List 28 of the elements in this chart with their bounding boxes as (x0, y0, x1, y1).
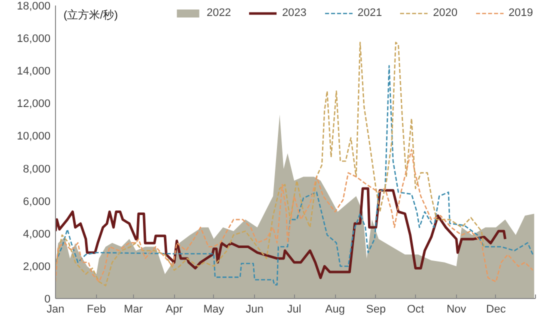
legend-label: 2020 (433, 7, 458, 19)
legend-label: 2022 (206, 7, 232, 19)
x-tick-label: Feb (86, 304, 106, 316)
x-tick-label: Oct (406, 304, 424, 316)
x-tick-label: Aug (325, 304, 345, 316)
y-tick-label: 2,000 (22, 260, 51, 273)
x-tick-label: Mar (124, 304, 144, 316)
y-tick-label: 6,000 (22, 196, 51, 208)
x-tick-label: Nov (446, 304, 467, 316)
x-tick-label: Jan (46, 304, 64, 316)
y-tick-label: 12,000 (16, 98, 51, 110)
y-axis-title: (立方米/秒) (64, 8, 118, 22)
x-tick-label: Sep (366, 304, 386, 316)
y-tick-label: 10,000 (16, 130, 51, 143)
legend-label: 2019 (508, 7, 533, 19)
x-tick-label: Apr (166, 304, 184, 316)
y-tick-label: 8,000 (22, 163, 51, 176)
x-tick-label: Jun (246, 304, 264, 316)
y-tick-label: 18,000 (16, 0, 51, 12)
y-tick-label: 14,000 (16, 66, 51, 78)
y-tick-label: 16,000 (16, 33, 51, 46)
x-tick-label: Dec (486, 304, 506, 316)
y-tick-label: 4,000 (22, 228, 51, 240)
legend-label: 2023 (282, 7, 307, 19)
legend-label: 2021 (358, 7, 382, 19)
x-tick-label: Jul (287, 304, 302, 316)
x-tick-label: May (203, 304, 225, 316)
y-tick-label: 0 (44, 294, 51, 306)
